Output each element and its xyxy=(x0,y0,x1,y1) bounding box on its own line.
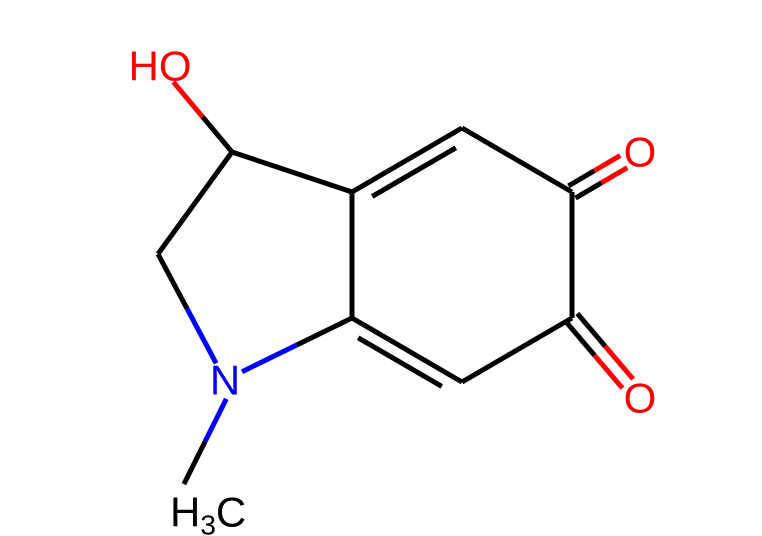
bond xyxy=(462,318,572,382)
bond xyxy=(205,399,226,442)
atom-label-o_bot: O xyxy=(624,375,657,422)
bond xyxy=(352,128,462,192)
molecule-diagram: HO O O N H3C xyxy=(0,0,762,536)
bond xyxy=(158,254,187,309)
bond xyxy=(203,117,232,152)
bond xyxy=(297,318,352,345)
bond xyxy=(187,309,216,364)
atom-label-h3c: H3C xyxy=(170,489,246,536)
bond xyxy=(242,345,297,372)
atom-label-n: N xyxy=(210,357,240,404)
bond xyxy=(594,156,620,171)
bond xyxy=(352,318,462,382)
atom-label-o_top: O xyxy=(624,129,657,176)
bond xyxy=(232,152,352,192)
atom-label-ho: HO xyxy=(129,43,192,90)
bond xyxy=(184,441,205,484)
bond xyxy=(576,183,602,198)
bond xyxy=(568,171,594,186)
bond xyxy=(462,128,572,192)
bond xyxy=(158,152,232,254)
